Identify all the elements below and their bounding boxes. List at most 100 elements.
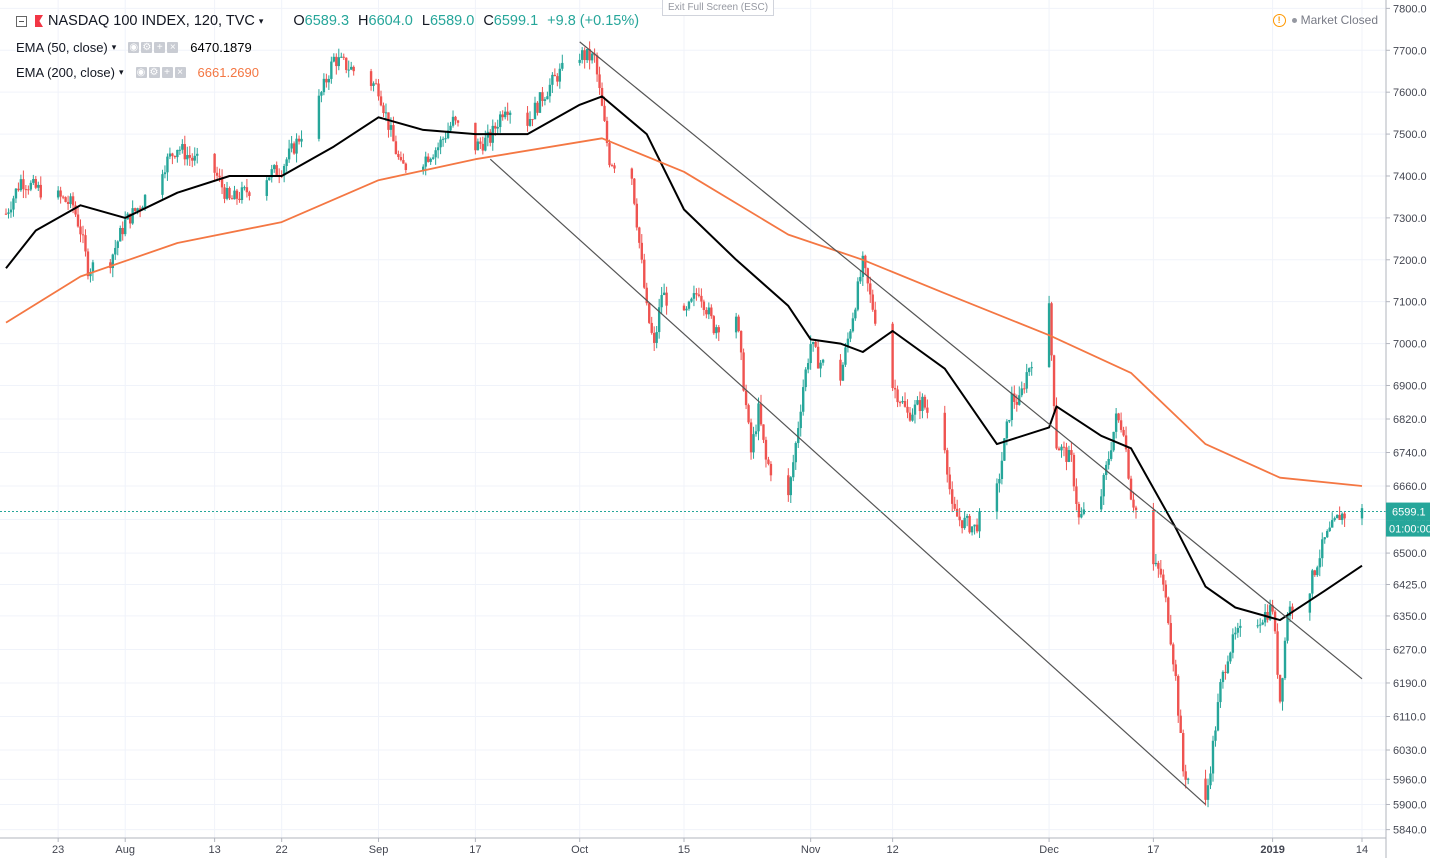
- candle-body: [665, 292, 668, 306]
- candle-body: [446, 130, 450, 139]
- candle-body: [340, 56, 343, 58]
- close-icon[interactable]: ×: [174, 67, 186, 78]
- candle-body: [503, 111, 507, 118]
- candle-body: [335, 56, 338, 67]
- plus-icon[interactable]: +: [161, 67, 173, 78]
- candle-body: [71, 196, 75, 206]
- candle-body: [64, 197, 67, 202]
- plus-icon[interactable]: +: [154, 42, 166, 53]
- indicator-value: 6661.2690: [197, 65, 259, 80]
- candle-body: [1169, 623, 1172, 645]
- candle-body: [923, 396, 927, 408]
- candle-body: [402, 160, 405, 164]
- candle-body: [556, 76, 559, 82]
- high-label: H: [358, 13, 369, 29]
- candle-body: [181, 144, 184, 150]
- chevron-down-icon[interactable]: ▾: [111, 42, 117, 52]
- candle-body: [816, 346, 820, 369]
- candle-body: [444, 138, 447, 140]
- candle-body: [851, 318, 855, 332]
- candle-body: [494, 125, 497, 129]
- candle-body: [1003, 438, 1006, 461]
- market-status[interactable]: ! Market Closed: [1272, 13, 1378, 27]
- candle-body: [215, 172, 219, 176]
- candle-body: [34, 179, 38, 188]
- candle-body: [762, 424, 765, 440]
- candle-body: [854, 309, 857, 319]
- candle-body: [898, 402, 902, 404]
- candle-body: [436, 147, 440, 151]
- candle-body: [9, 209, 13, 213]
- candle-body: [1219, 682, 1222, 703]
- close-icon[interactable]: ×: [167, 42, 179, 53]
- candle-body: [978, 511, 981, 532]
- candle-body: [908, 412, 912, 421]
- candle-body: [270, 169, 273, 178]
- candle-body: [605, 120, 609, 143]
- candle-body: [662, 292, 666, 296]
- candle-body: [764, 439, 768, 460]
- candle-body: [37, 184, 40, 188]
- candle-body: [911, 414, 914, 421]
- candle-body: [330, 61, 333, 79]
- candle-body: [1256, 625, 1259, 627]
- candle-body: [429, 158, 432, 162]
- candle-body: [426, 156, 430, 162]
- flag-icon[interactable]: [35, 15, 43, 27]
- candle-body: [655, 332, 658, 343]
- chevron-down-icon[interactable]: ▾: [258, 15, 264, 26]
- indicator-row-ema50[interactable]: EMA (50, close) ▾ ◉ ⚙ + × 6470.1879: [16, 40, 252, 55]
- candle-body: [633, 178, 636, 204]
- time-tick-label: Sep: [369, 844, 389, 856]
- candle-body: [1082, 509, 1086, 515]
- time-tick-label: Oct: [571, 844, 588, 856]
- indicator-name[interactable]: EMA (200, close): [16, 65, 115, 80]
- indicator-row-ema200[interactable]: EMA (200, close) ▾ ◉ ⚙ + × 6661.2690: [16, 65, 259, 80]
- candle-body: [235, 190, 239, 199]
- candle-body: [958, 516, 961, 521]
- candle-body: [896, 389, 899, 403]
- candle-body: [809, 344, 812, 364]
- indicator-name[interactable]: EMA (50, close): [16, 40, 108, 55]
- eye-icon[interactable]: ◉: [135, 67, 147, 78]
- warning-icon[interactable]: !: [1272, 13, 1286, 27]
- candle-body: [792, 462, 795, 478]
- candle-body: [183, 144, 187, 160]
- candle-body: [218, 175, 221, 178]
- candle-body: [39, 184, 42, 198]
- candle-body: [382, 105, 385, 114]
- exit-fullscreen-button[interactable]: Exit Full Screen (ESC): [662, 0, 775, 16]
- collapse-legend-icon[interactable]: [16, 15, 27, 27]
- candle-body: [948, 474, 951, 490]
- candle-body: [757, 403, 760, 432]
- candle-body: [171, 153, 174, 156]
- candle-body: [955, 508, 959, 517]
- candle-body: [759, 403, 763, 425]
- eye-icon[interactable]: ◉: [128, 42, 140, 53]
- candle-body: [1080, 514, 1083, 518]
- candle-body: [1075, 486, 1078, 504]
- candle-body: [1102, 475, 1105, 497]
- candle-body: [431, 157, 435, 159]
- candle-body: [536, 102, 539, 113]
- candle-body: [273, 165, 276, 170]
- candle-body: [449, 125, 452, 131]
- candle-body: [166, 156, 169, 173]
- candle-body: [1318, 558, 1321, 568]
- candle-body: [638, 227, 641, 243]
- gear-icon[interactable]: ⚙: [148, 67, 160, 78]
- high-value: 6604.0: [368, 13, 413, 29]
- gear-icon[interactable]: ⚙: [141, 42, 153, 53]
- candle-body: [441, 138, 445, 140]
- symbol-title[interactable]: NASDAQ 100 INDEX, 120, TVC: [48, 13, 255, 29]
- candle-body: [1152, 510, 1155, 565]
- candle-body: [275, 165, 278, 176]
- change-value: +9.8 (+0.15%): [547, 13, 640, 29]
- candle-body: [22, 179, 25, 190]
- candle-body: [66, 201, 70, 204]
- last-price-tag: [1386, 502, 1430, 521]
- candle-body: [265, 180, 268, 196]
- candle-body: [906, 406, 909, 413]
- chevron-down-icon[interactable]: ▾: [119, 67, 124, 77]
